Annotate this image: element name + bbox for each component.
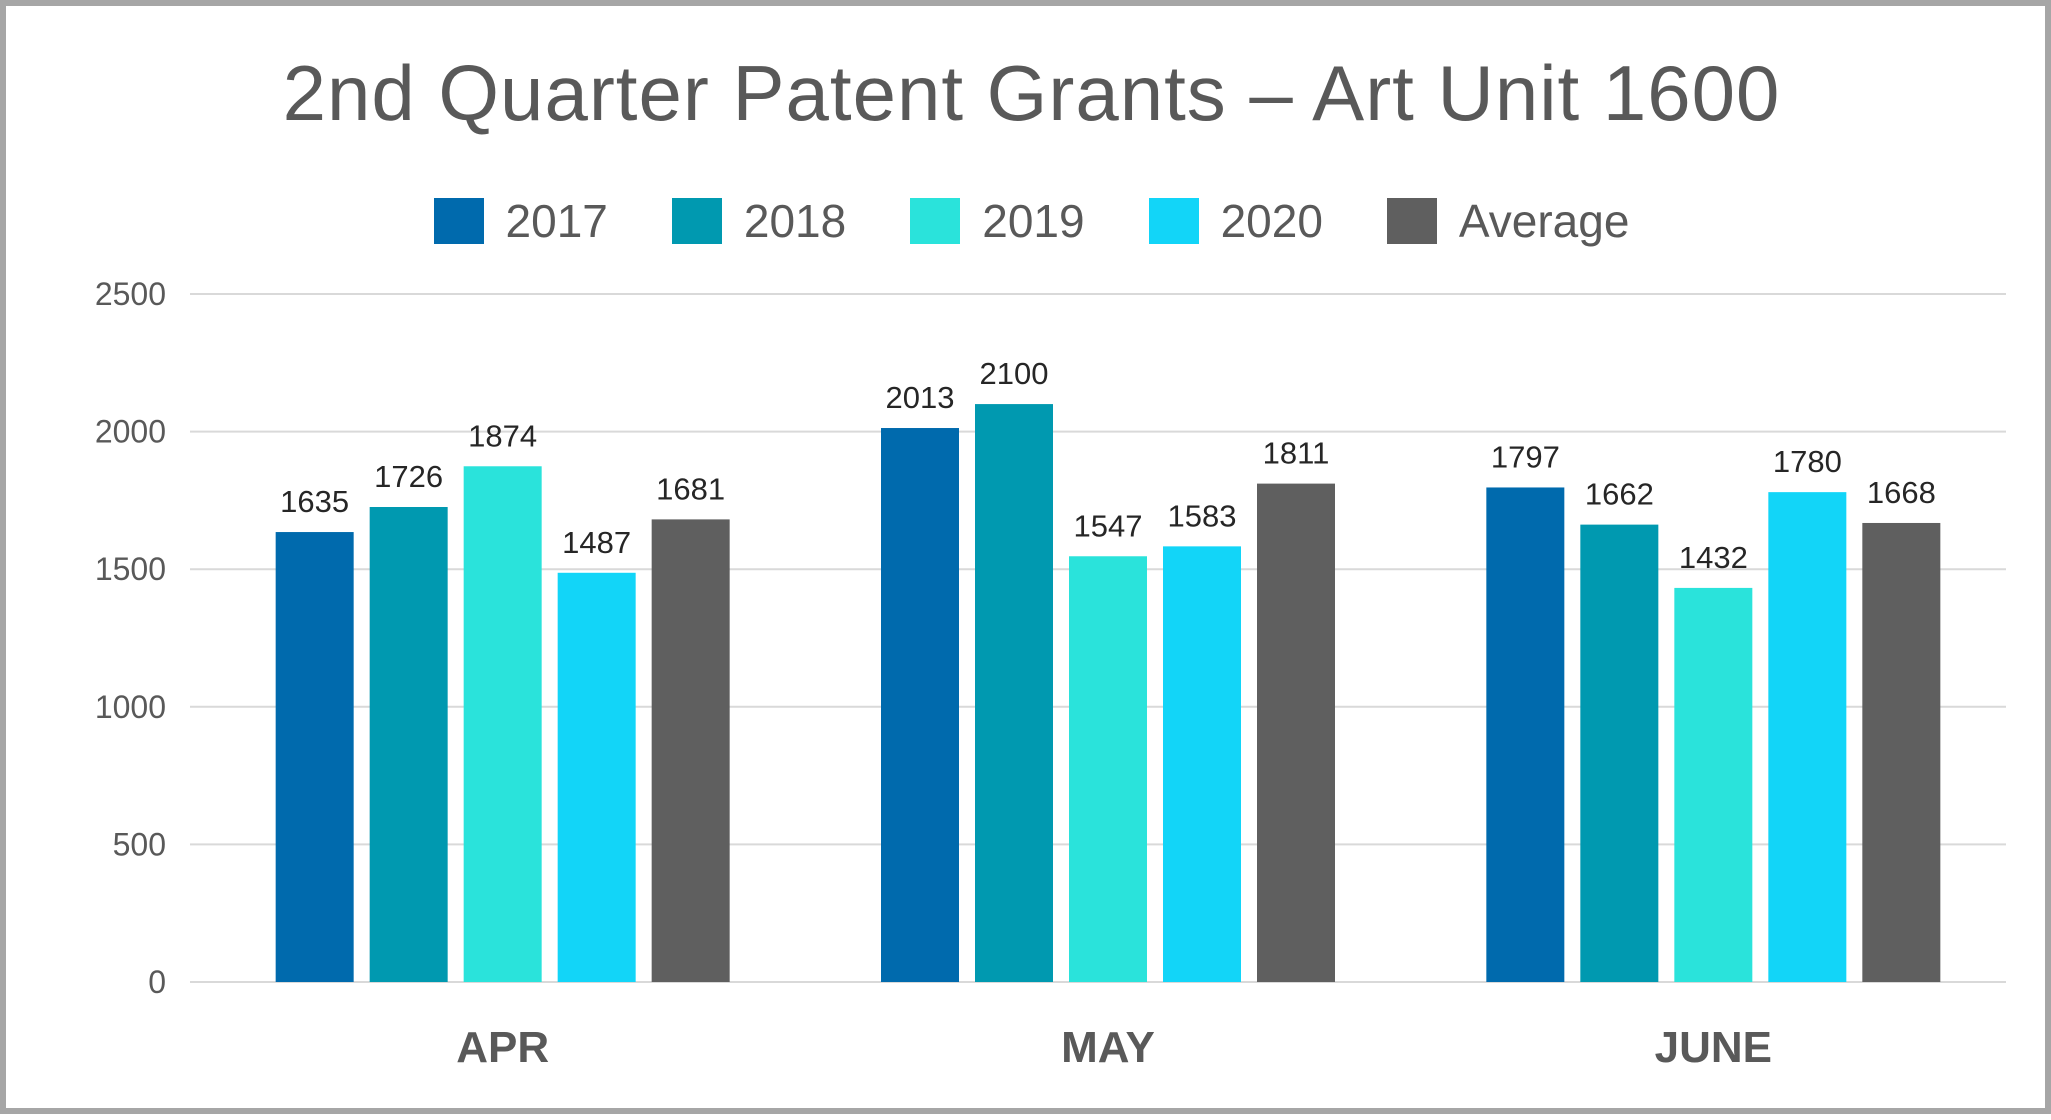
data-label-apr-2020: 1487 bbox=[562, 525, 631, 560]
data-label-june-2020: 1780 bbox=[1773, 444, 1842, 479]
legend-item-average: Average bbox=[1386, 194, 1630, 248]
bar-apr-2018 bbox=[369, 507, 448, 982]
y-tick-label-2500: 2500 bbox=[95, 276, 166, 312]
legend-swatch-2017 bbox=[433, 198, 484, 244]
legend-item-2018: 2018 bbox=[671, 194, 847, 248]
legend-swatch-2018 bbox=[671, 198, 722, 244]
bar-apr-2020 bbox=[557, 572, 636, 982]
legend-swatch-2020 bbox=[1148, 198, 1199, 244]
bar-june-2017 bbox=[1486, 487, 1565, 982]
bar-june-2018 bbox=[1580, 524, 1659, 982]
data-label-apr-2019: 1874 bbox=[468, 418, 537, 453]
bar-may-2018 bbox=[975, 404, 1053, 983]
chart-title: 2nd Quarter Patent Grants – Art Unit 160… bbox=[282, 49, 1781, 137]
legend-swatch-average bbox=[1386, 198, 1437, 244]
legend-item-2017: 2017 bbox=[433, 194, 608, 248]
y-tick-label-1500: 1500 bbox=[95, 551, 166, 587]
legend-item-2019: 2019 bbox=[910, 194, 1085, 248]
data-label-apr-average: 1681 bbox=[656, 471, 725, 506]
legend-label-2019: 2019 bbox=[982, 195, 1085, 247]
bar-apr-2019 bbox=[463, 466, 542, 982]
y-tick-label-1000: 1000 bbox=[95, 689, 166, 725]
chart-legend: 2017 2018 2019 2020 Average bbox=[6, 194, 2051, 248]
data-label-may-2018: 2100 bbox=[980, 356, 1049, 391]
data-label-may-2019: 1547 bbox=[1074, 508, 1143, 543]
bar-june-2019 bbox=[1674, 587, 1753, 982]
bar-may-2019 bbox=[1069, 556, 1147, 982]
y-tick-label-2000: 2000 bbox=[95, 414, 166, 450]
legend-label-2018: 2018 bbox=[743, 195, 847, 247]
data-label-june-average: 1668 bbox=[1867, 475, 1936, 510]
data-label-june-2018: 1662 bbox=[1585, 477, 1654, 512]
data-label-apr-2018: 1726 bbox=[374, 459, 443, 494]
data-label-june-2019: 1432 bbox=[1679, 540, 1748, 575]
x-category-label-may: MAY bbox=[1061, 1023, 1155, 1072]
data-label-may-2020: 1583 bbox=[1168, 498, 1237, 533]
bar-apr-2017 bbox=[275, 532, 354, 982]
bar-june-average bbox=[1862, 522, 1941, 982]
bar-chart-plot: 0 500 1000 1500 2000 2500 1635 1726 1874 1487 1681… bbox=[95, 276, 2006, 1072]
data-label-may-2017: 2013 bbox=[886, 380, 955, 415]
legend-swatch-2019 bbox=[910, 198, 961, 244]
legend-item-2020: 2020 bbox=[1148, 194, 1323, 248]
x-category-label-apr: APR bbox=[456, 1023, 549, 1072]
x-category-label-june: JUNE bbox=[1655, 1023, 1772, 1072]
data-label-may-average: 1811 bbox=[1263, 436, 1330, 471]
y-tick-label-500: 500 bbox=[113, 826, 166, 862]
data-label-june-2017: 1797 bbox=[1491, 439, 1560, 474]
bar-apr-average bbox=[651, 519, 730, 982]
y-tick-label-0: 0 bbox=[148, 964, 166, 1000]
legend-label-2020: 2020 bbox=[1220, 195, 1323, 247]
bar-may-2017 bbox=[881, 428, 959, 982]
bar-june-2020 bbox=[1768, 492, 1847, 982]
legend-label-2017: 2017 bbox=[505, 195, 608, 247]
bar-may-average bbox=[1257, 483, 1335, 982]
legend-label-average: Average bbox=[1458, 195, 1630, 247]
data-label-apr-2017: 1635 bbox=[280, 484, 349, 519]
bar-may-2020 bbox=[1163, 546, 1241, 982]
